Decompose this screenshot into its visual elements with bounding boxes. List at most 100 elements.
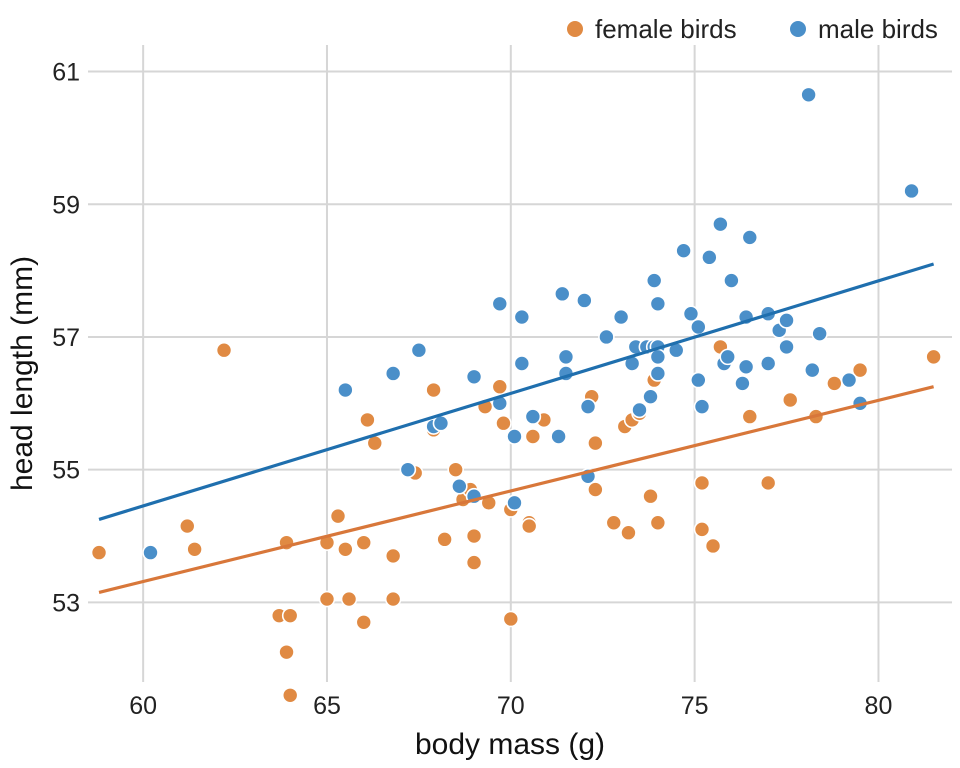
male-bird-point xyxy=(399,461,417,478)
female-bird-point xyxy=(605,514,623,532)
female-bird-point xyxy=(649,514,667,532)
male-bird-point xyxy=(737,358,755,376)
female-bird-point xyxy=(642,487,659,505)
legend-swatch-male xyxy=(790,21,806,37)
female-bird-point xyxy=(281,607,299,624)
male-bird-point xyxy=(778,312,795,329)
female-bird-point xyxy=(502,610,520,628)
female-fit-line xyxy=(98,385,934,594)
grid xyxy=(88,45,952,682)
female-bird-point xyxy=(178,517,196,535)
male-bird-point xyxy=(693,398,711,415)
y-tick-label: 61 xyxy=(52,59,80,87)
female-bird-point xyxy=(693,521,711,538)
female-bird-point xyxy=(329,507,347,525)
female-bird-point xyxy=(337,540,354,558)
regression-lines xyxy=(98,262,935,594)
male-bird-point xyxy=(524,408,542,425)
male-bird-point xyxy=(778,338,795,356)
male-bird-point xyxy=(903,182,920,200)
male-bird-point xyxy=(759,355,777,372)
male-bird-point xyxy=(631,401,648,419)
female-bird-point xyxy=(215,341,233,359)
female-points-layer xyxy=(90,338,942,704)
female-bird-point xyxy=(851,361,869,379)
female-bird-point xyxy=(465,554,483,571)
male-bird-point xyxy=(579,398,597,415)
female-bird-point xyxy=(620,524,637,542)
y-tick-label: 57 xyxy=(52,324,80,352)
x-tick-label: 80 xyxy=(865,692,893,720)
female-bird-point xyxy=(693,474,711,492)
male-bird-point xyxy=(513,355,531,372)
male-bird-point xyxy=(800,86,817,104)
female-bird-point xyxy=(447,461,464,478)
female-bird-point xyxy=(436,531,453,548)
legend-swatch-female xyxy=(567,21,583,37)
male-bird-point xyxy=(337,381,354,399)
male-bird-point xyxy=(384,365,402,382)
female-bird-point xyxy=(359,411,376,429)
male-bird-point xyxy=(690,371,707,389)
male-bird-point xyxy=(734,375,751,392)
tick-labels: 60 65 70 75 80 53 55 57 59 61 xyxy=(52,59,892,720)
female-bird-point xyxy=(186,540,203,558)
male-bird-point xyxy=(465,368,483,386)
male-bird-point xyxy=(682,305,700,323)
x-axis-title: body mass (g) xyxy=(415,728,605,761)
male-bird-point xyxy=(811,325,828,342)
male-fit-line xyxy=(98,262,935,521)
y-tick-label: 59 xyxy=(52,191,80,219)
male-bird-point xyxy=(142,544,159,561)
male-bird-point xyxy=(675,242,692,259)
female-bird-point xyxy=(826,375,843,392)
male-bird-point xyxy=(701,249,718,266)
female-bird-point xyxy=(425,381,442,399)
male-bird-point xyxy=(598,328,615,346)
male-points-layer xyxy=(142,86,920,561)
female-bird-point xyxy=(741,408,759,425)
male-bird-point xyxy=(642,388,659,405)
male-bird-point xyxy=(557,348,575,366)
male-bird-point xyxy=(645,272,663,289)
male-bird-point xyxy=(491,295,509,313)
legend-label-male: male birds xyxy=(818,14,938,44)
y-axis-title: head length (mm) xyxy=(6,256,39,491)
female-bird-point xyxy=(355,613,373,631)
male-bird-point xyxy=(553,285,571,303)
female-bird-point xyxy=(90,544,108,561)
y-tick-label: 53 xyxy=(52,589,80,617)
male-bird-point xyxy=(803,361,821,379)
female-bird-point xyxy=(355,534,373,551)
female-bird-point xyxy=(587,434,604,452)
male-bird-point xyxy=(741,229,759,246)
male-bird-point xyxy=(451,477,468,495)
x-tick-label: 60 xyxy=(129,692,157,720)
x-tick-label: 70 xyxy=(497,692,525,720)
male-bird-point xyxy=(550,428,567,445)
female-bird-point xyxy=(524,428,542,445)
female-bird-point xyxy=(278,643,295,661)
y-tick-label: 55 xyxy=(52,457,80,485)
female-bird-point xyxy=(759,474,777,492)
male-bird-point xyxy=(649,365,667,382)
male-bird-point xyxy=(690,318,707,336)
female-bird-point xyxy=(925,348,942,366)
female-bird-point xyxy=(318,590,336,608)
male-bird-point xyxy=(712,215,729,233)
female-bird-point xyxy=(587,481,604,498)
male-bird-point xyxy=(840,371,858,389)
male-bird-point xyxy=(649,295,667,313)
legend: female birds male birds xyxy=(567,14,938,44)
female-bird-point xyxy=(384,590,402,608)
legend-label-female: female birds xyxy=(595,14,737,44)
male-bird-point xyxy=(719,348,737,366)
female-bird-point xyxy=(520,517,538,535)
female-bird-point xyxy=(491,378,509,396)
female-bird-point xyxy=(465,527,483,545)
female-bird-point xyxy=(704,537,722,555)
male-bird-point xyxy=(506,428,523,445)
male-bird-point xyxy=(612,308,630,326)
male-bird-point xyxy=(410,341,428,359)
